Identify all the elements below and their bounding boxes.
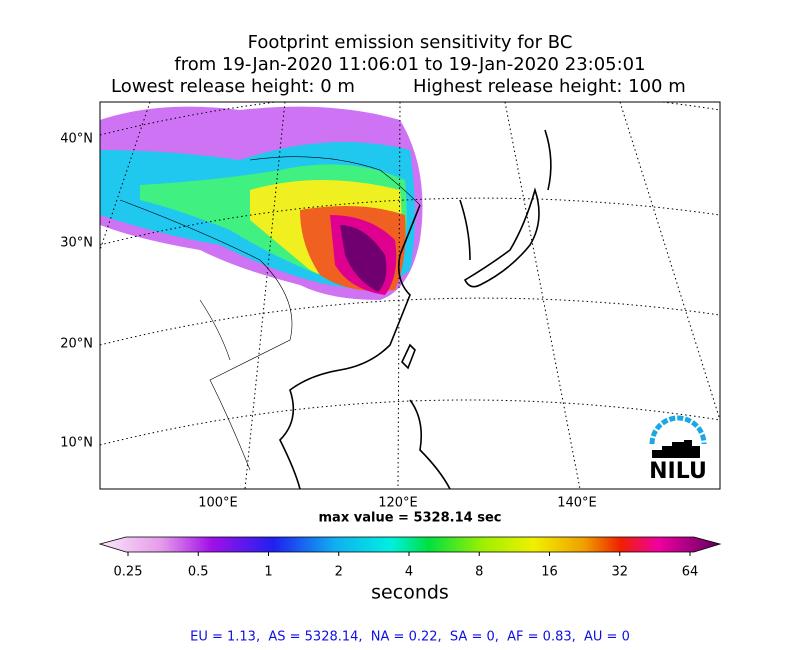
max-value: max value = 5328.14 sec <box>319 511 502 526</box>
colorbar-tick-label: 1 <box>264 565 272 580</box>
lon-label: 100°E <box>198 496 238 511</box>
lowest-height: Lowest release height: 0 m <box>111 76 355 97</box>
map-frame <box>99 101 721 490</box>
period: from 19-Jan-2020 11:06:01 to 19-Jan-2020… <box>174 54 645 75</box>
stats: EU = 1.13, AS = 5328.14, NA = 0.22, SA =… <box>190 630 630 645</box>
colorbar-tick-label: 64 <box>682 565 699 580</box>
colorbar <box>98 536 722 553</box>
colorbar-tick-label: 0.25 <box>114 565 143 580</box>
lat-label: 10°N <box>60 436 93 451</box>
colorbar-tick-label: 4 <box>405 565 413 580</box>
lon-label: 140°E <box>557 496 597 511</box>
map <box>100 102 720 489</box>
colorbar-tick-label: 8 <box>475 565 483 580</box>
lat-label: 40°N <box>60 132 93 147</box>
lat-label: 20°N <box>60 337 93 352</box>
lon-label: 120°E <box>378 496 418 511</box>
colorbar-tick-label: 16 <box>541 565 558 580</box>
lat-label: 30°N <box>60 236 93 251</box>
logo-text: NILU <box>649 459 707 484</box>
colorbar-label: seconds <box>371 582 449 604</box>
title: Footprint emission sensitivity for BC <box>248 32 573 53</box>
highest-height: Highest release height: 100 m <box>413 76 686 97</box>
colorbar-tick-label: 0.5 <box>188 565 209 580</box>
colorbar-tick-label: 2 <box>335 565 343 580</box>
logo: NILU <box>649 415 707 484</box>
colorbar-tick-label: 32 <box>611 565 628 580</box>
